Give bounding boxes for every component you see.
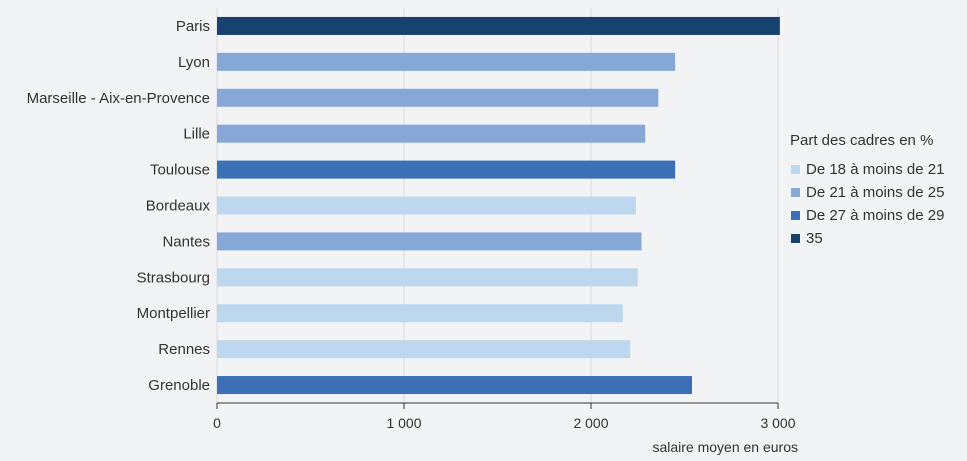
legend-label: De 18 à moins de 21 xyxy=(806,161,945,178)
legend-title: Part des cadres en % xyxy=(790,132,934,149)
legend-swatch xyxy=(791,234,800,243)
bar xyxy=(217,160,676,179)
legend-swatch xyxy=(791,211,800,220)
legend-label: 35 xyxy=(806,230,823,247)
bar xyxy=(217,268,638,287)
category-label: Bordeaux xyxy=(146,198,211,215)
x-tick-label: 3 000 xyxy=(760,415,795,431)
legend-swatch xyxy=(791,165,800,174)
category-label: Grenoble xyxy=(148,377,210,394)
bar xyxy=(217,88,659,107)
legend-item: 35 xyxy=(790,227,944,250)
category-label: Strasbourg xyxy=(137,269,210,286)
legend-label: De 27 à moins de 29 xyxy=(806,207,945,224)
bar xyxy=(217,16,780,35)
legend-item: De 27 à moins de 29 xyxy=(790,204,944,227)
bar xyxy=(217,376,692,395)
category-label: Montpellier xyxy=(137,305,210,322)
x-tick-label: 2 000 xyxy=(573,415,608,431)
category-label: Rennes xyxy=(158,341,210,358)
x-axis-label: salaire moyen en euros xyxy=(652,439,798,455)
bar xyxy=(217,196,636,215)
category-label: Toulouse xyxy=(150,162,210,179)
bar xyxy=(217,124,646,143)
x-tick-label: 1 000 xyxy=(386,415,421,431)
bar xyxy=(217,340,631,359)
category-label: Lyon xyxy=(178,54,210,71)
bar xyxy=(217,304,623,323)
x-tick-label: 0 xyxy=(213,415,221,431)
legend-item: De 21 à moins de 25 xyxy=(790,181,944,204)
bar xyxy=(217,232,642,251)
legend: Part des cadres en % De 18 à moins de 21… xyxy=(790,132,944,250)
category-label: Nantes xyxy=(162,233,210,250)
legend-item: De 18 à moins de 21 xyxy=(790,158,944,181)
legend-label: De 21 à moins de 25 xyxy=(806,184,945,201)
legend-swatch xyxy=(791,188,800,197)
category-label: Paris xyxy=(176,18,210,35)
bar xyxy=(217,52,676,71)
category-label: Lille xyxy=(183,126,210,143)
category-label: Marseille - Aix-en-Provence xyxy=(27,90,210,107)
